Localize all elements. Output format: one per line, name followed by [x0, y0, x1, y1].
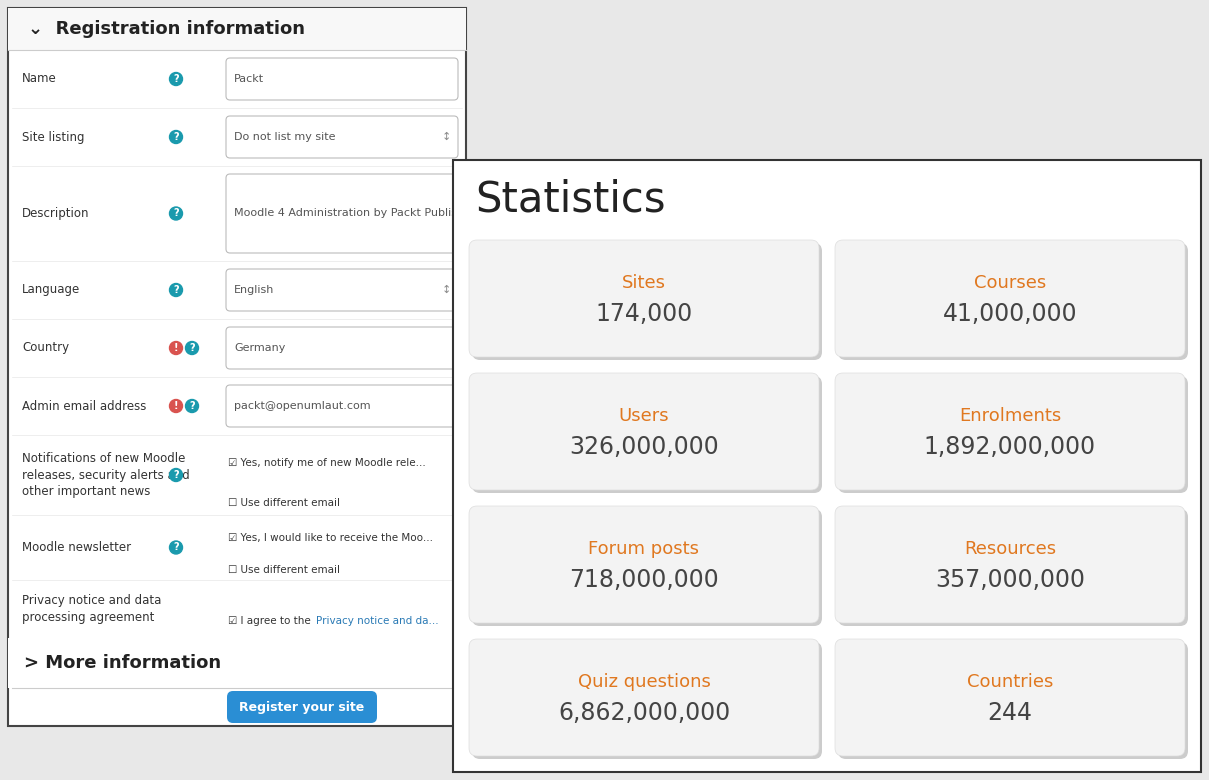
Text: Site listing: Site listing	[22, 130, 85, 144]
Bar	[8, 8, 465, 50]
Text: ☑ Yes, notify me of new Moodle rele...: ☑ Yes, notify me of new Moodle rele...	[229, 458, 426, 468]
Text: 6,862,000,000: 6,862,000,000	[557, 700, 730, 725]
Text: ⌄  Registration information: ⌄ Registration information	[28, 20, 305, 38]
Text: 174,000: 174,000	[595, 302, 693, 326]
Text: ☑ Yes, I would like to receive the Moo...: ☑ Yes, I would like to receive the Moo..…	[229, 533, 433, 543]
Text: ?: ?	[189, 401, 195, 411]
Text: Courses: Courses	[974, 275, 1046, 292]
Text: ?: ?	[189, 343, 195, 353]
FancyBboxPatch shape	[227, 691, 377, 723]
Text: Moodle newsletter: Moodle newsletter	[22, 541, 131, 554]
Text: ☑ I agree to the: ☑ I agree to the	[229, 615, 314, 626]
Circle shape	[185, 342, 198, 354]
Text: ?: ?	[173, 543, 179, 552]
Text: Do not list my site: Do not list my site	[235, 132, 336, 142]
Text: Description: Description	[22, 207, 89, 220]
FancyBboxPatch shape	[472, 642, 822, 759]
Text: Packt: Packt	[235, 74, 264, 84]
Text: Moodle 4 Administration by Packt Publishing: Moodle 4 Administration by Packt Publish…	[235, 208, 481, 218]
Text: Quiz questions: Quiz questions	[578, 673, 711, 691]
FancyBboxPatch shape	[469, 506, 818, 623]
Text: ↕: ↕	[441, 132, 451, 142]
Text: 41,000,000: 41,000,000	[943, 302, 1077, 326]
FancyBboxPatch shape	[226, 116, 458, 158]
Text: !: !	[174, 401, 178, 411]
Text: Country: Country	[22, 342, 69, 354]
Text: Enrolments: Enrolments	[959, 407, 1062, 425]
Text: Statistics: Statistics	[475, 179, 665, 221]
Text: Admin email address: Admin email address	[22, 399, 146, 413]
Text: ☐ Use different email: ☐ Use different email	[229, 566, 340, 576]
FancyBboxPatch shape	[472, 509, 822, 626]
Circle shape	[169, 399, 183, 413]
FancyBboxPatch shape	[226, 174, 458, 253]
Text: Sites: Sites	[621, 275, 666, 292]
Bar	[453, 160, 1201, 772]
Bar	[8, 8, 465, 726]
FancyBboxPatch shape	[469, 639, 818, 756]
FancyBboxPatch shape	[472, 243, 822, 360]
FancyBboxPatch shape	[835, 506, 1185, 623]
FancyBboxPatch shape	[469, 240, 818, 357]
Circle shape	[169, 541, 183, 554]
Text: Germany: Germany	[235, 343, 285, 353]
FancyBboxPatch shape	[226, 327, 458, 369]
FancyBboxPatch shape	[835, 639, 1185, 756]
Text: ↕: ↕	[441, 285, 451, 295]
Text: Users: Users	[619, 407, 670, 425]
Circle shape	[169, 73, 183, 86]
Text: Resources: Resources	[964, 541, 1057, 558]
FancyBboxPatch shape	[226, 269, 458, 311]
Circle shape	[169, 130, 183, 144]
Text: Forum posts: Forum posts	[589, 541, 700, 558]
FancyBboxPatch shape	[469, 373, 818, 490]
FancyBboxPatch shape	[472, 376, 822, 493]
Text: Language: Language	[22, 283, 80, 296]
Text: ?: ?	[173, 470, 179, 480]
Text: 718,000,000: 718,000,000	[569, 568, 719, 592]
Circle shape	[185, 399, 198, 413]
FancyBboxPatch shape	[835, 240, 1185, 357]
Text: ?: ?	[173, 208, 179, 218]
Circle shape	[169, 342, 183, 354]
Text: > More information: > More information	[24, 654, 221, 672]
Text: packt@openumlaut.com: packt@openumlaut.com	[235, 401, 371, 411]
Text: Privacy notice and da...: Privacy notice and da...	[316, 615, 439, 626]
Circle shape	[169, 207, 183, 220]
Text: Countries: Countries	[967, 673, 1053, 691]
Circle shape	[169, 283, 183, 296]
Text: Privacy notice and data
processing agreement: Privacy notice and data processing agree…	[22, 594, 161, 624]
Text: ☐ Use different email: ☐ Use different email	[229, 498, 340, 508]
Text: !: !	[174, 343, 178, 353]
Text: ?: ?	[173, 285, 179, 295]
FancyBboxPatch shape	[226, 58, 458, 100]
FancyBboxPatch shape	[838, 509, 1188, 626]
Text: 244: 244	[988, 700, 1032, 725]
FancyBboxPatch shape	[226, 385, 458, 427]
Text: English: English	[235, 285, 274, 295]
Text: Register your site: Register your site	[239, 700, 365, 714]
Text: 357,000,000: 357,000,000	[935, 568, 1084, 592]
FancyBboxPatch shape	[835, 373, 1185, 490]
FancyBboxPatch shape	[838, 642, 1188, 759]
Text: Notifications of new Moodle
releases, security alerts and
other important news: Notifications of new Moodle releases, se…	[22, 452, 190, 498]
Text: 326,000,000: 326,000,000	[569, 434, 719, 459]
FancyBboxPatch shape	[838, 243, 1188, 360]
Bar	[8, 638, 465, 688]
Text: ?: ?	[173, 132, 179, 142]
Circle shape	[169, 469, 183, 481]
Text: Name: Name	[22, 73, 57, 86]
FancyBboxPatch shape	[838, 376, 1188, 493]
Text: 1,892,000,000: 1,892,000,000	[924, 434, 1097, 459]
Text: ?: ?	[173, 74, 179, 84]
